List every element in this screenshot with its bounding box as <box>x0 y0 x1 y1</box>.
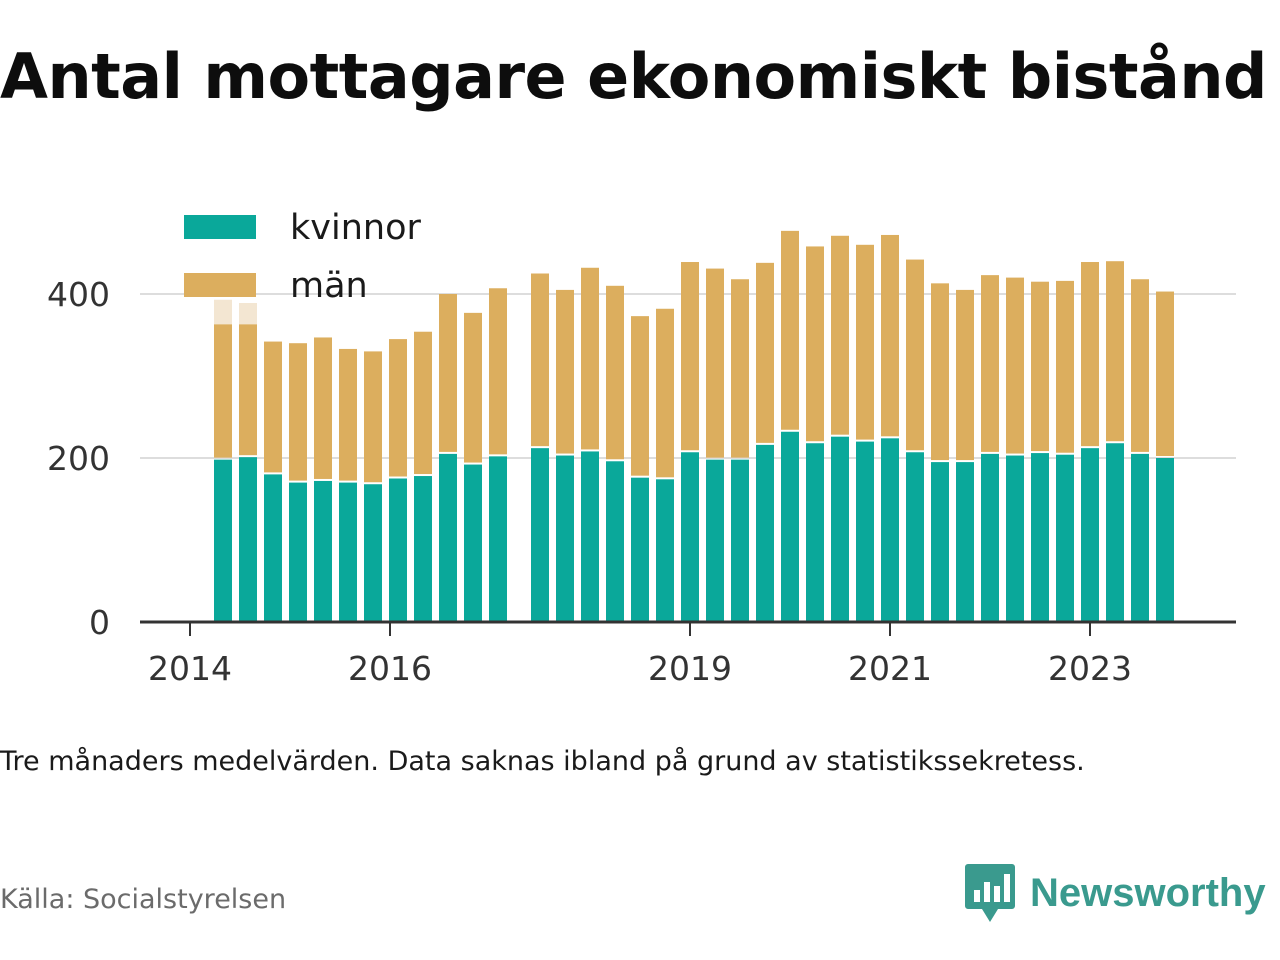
bar-man-0 <box>214 324 232 458</box>
x-tick-label-2016: 2016 <box>348 649 432 688</box>
bar-kvinnor-27 <box>906 452 924 622</box>
bar-man-37 <box>1156 291 1174 456</box>
bar-kvinnor-13 <box>556 455 574 622</box>
bar-man-2 <box>264 341 282 473</box>
bar-man-29 <box>956 289 974 461</box>
bar-kvinnor-29 <box>956 462 974 622</box>
bar-man-26 <box>881 234 899 437</box>
bar-man-32 <box>1031 281 1049 452</box>
bar-man-25 <box>856 244 874 440</box>
bar-man-10 <box>464 312 482 463</box>
bar-man-24 <box>831 235 849 435</box>
bar-kvinnor-25 <box>856 441 874 622</box>
bar-faded-1 <box>239 303 257 325</box>
bar-man-34 <box>1081 262 1099 447</box>
bar-kvinnor-4 <box>314 480 332 622</box>
legend-label-0: kvinnor <box>290 208 421 248</box>
bar-kvinnor-23 <box>806 443 824 622</box>
x-tick-label-2023: 2023 <box>1048 649 1132 688</box>
bar-kvinnor-9 <box>439 453 457 622</box>
x-tick-label-2021: 2021 <box>848 649 932 688</box>
y-tick-label-0: 0 <box>89 603 110 642</box>
brand-name: Newsworthy <box>1030 870 1266 915</box>
bar-kvinnor-34 <box>1081 448 1099 622</box>
bar-faded-0 <box>214 299 232 325</box>
bar-man-31 <box>1006 277 1024 454</box>
x-tick-label-2019: 2019 <box>648 649 732 688</box>
chart-note: Tre månaders medelvärden. Data saknas ib… <box>0 746 1085 777</box>
bar-kvinnor-7 <box>389 478 407 622</box>
bar-kvinnor-30 <box>981 453 999 622</box>
bar-kvinnor-22 <box>781 431 799 622</box>
bar-kvinnor-5 <box>339 482 357 622</box>
bar-kvinnor-33 <box>1056 454 1074 622</box>
bar-kvinnor-28 <box>931 462 949 622</box>
bar-man-9 <box>439 294 457 452</box>
bar-kvinnor-16 <box>631 477 649 622</box>
bar-kvinnor-35 <box>1106 443 1124 622</box>
bar-man-35 <box>1106 261 1124 442</box>
bar-man-13 <box>556 289 574 454</box>
bar-kvinnor-3 <box>289 482 307 622</box>
bar-man-3 <box>289 343 307 481</box>
bar-man-15 <box>606 285 624 460</box>
bar-man-33 <box>1056 280 1074 453</box>
legend-swatch-0 <box>184 215 256 239</box>
bar-kvinnor-26 <box>881 438 899 622</box>
bar-kvinnor-1 <box>239 457 257 622</box>
bar-man-20 <box>731 279 749 458</box>
bar-kvinnor-17 <box>656 479 674 622</box>
bar-man-8 <box>414 331 432 475</box>
bar-kvinnor-6 <box>364 484 382 622</box>
bar-kvinnor-11 <box>489 456 507 622</box>
bar-man-7 <box>389 339 407 477</box>
legend-swatch-1 <box>184 273 256 297</box>
bar-kvinnor-18 <box>681 452 699 622</box>
bar-man-36 <box>1131 279 1149 452</box>
bar-man-17 <box>656 308 674 478</box>
bar-kvinnor-37 <box>1156 458 1174 622</box>
bar-man-23 <box>806 246 824 442</box>
bar-kvinnor-8 <box>414 476 432 622</box>
stacked-bar-chart: 0 200 400 2014 2016 2019 2021 2023 kvinnor män <box>47 208 1236 688</box>
chart-title: Antal mottagare ekonomiskt bistånd <box>0 40 1267 113</box>
bar-man-27 <box>906 259 924 451</box>
bar-kvinnor-0 <box>214 459 232 622</box>
bar-kvinnor-15 <box>606 461 624 622</box>
bar-kvinnor-31 <box>1006 455 1024 622</box>
bar-man-5 <box>339 348 357 481</box>
bar-man-16 <box>631 316 649 476</box>
bar-man-14 <box>581 267 599 450</box>
bar-kvinnor-32 <box>1031 453 1049 622</box>
bar-man-19 <box>706 268 724 458</box>
bar-kvinnor-10 <box>464 464 482 622</box>
y-tick-label-400: 400 <box>47 275 110 314</box>
bar-man-28 <box>931 283 949 461</box>
bar-kvinnor-21 <box>756 444 774 622</box>
bar-kvinnor-2 <box>264 474 282 622</box>
y-tick-label-200: 200 <box>47 439 110 478</box>
bar-man-12 <box>531 273 549 447</box>
bar-man-11 <box>489 288 507 455</box>
bar-man-21 <box>756 262 774 443</box>
bar-man-30 <box>981 275 999 452</box>
bar-kvinnor-24 <box>831 436 849 622</box>
newsworthy-logo: Newsworthy <box>964 862 1266 924</box>
bar-kvinnor-20 <box>731 459 749 622</box>
bar-kvinnor-14 <box>581 451 599 622</box>
bar-kvinnor-19 <box>706 459 724 622</box>
bar-kvinnor-36 <box>1131 453 1149 622</box>
source-credit: Källa: Socialstyrelsen <box>0 884 287 915</box>
bar-man-1 <box>239 324 257 456</box>
legend-label-1: män <box>290 266 368 306</box>
bar-man-22 <box>781 230 799 430</box>
bar-man-18 <box>681 262 699 451</box>
bar-man-6 <box>364 351 382 483</box>
newsworthy-chart-icon <box>965 864 1015 922</box>
bar-man-4 <box>314 337 332 479</box>
bar-kvinnor-12 <box>531 448 549 622</box>
x-tick-label-2014: 2014 <box>148 649 232 688</box>
